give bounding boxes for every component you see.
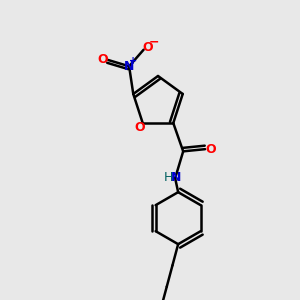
- Text: N: N: [171, 171, 181, 184]
- Text: O: O: [98, 53, 108, 67]
- Text: H: H: [164, 171, 173, 184]
- Text: −: −: [148, 35, 159, 48]
- Text: +: +: [129, 56, 137, 66]
- Text: O: O: [134, 121, 145, 134]
- Text: O: O: [206, 143, 216, 156]
- Text: O: O: [142, 41, 153, 54]
- Text: N: N: [124, 60, 134, 73]
